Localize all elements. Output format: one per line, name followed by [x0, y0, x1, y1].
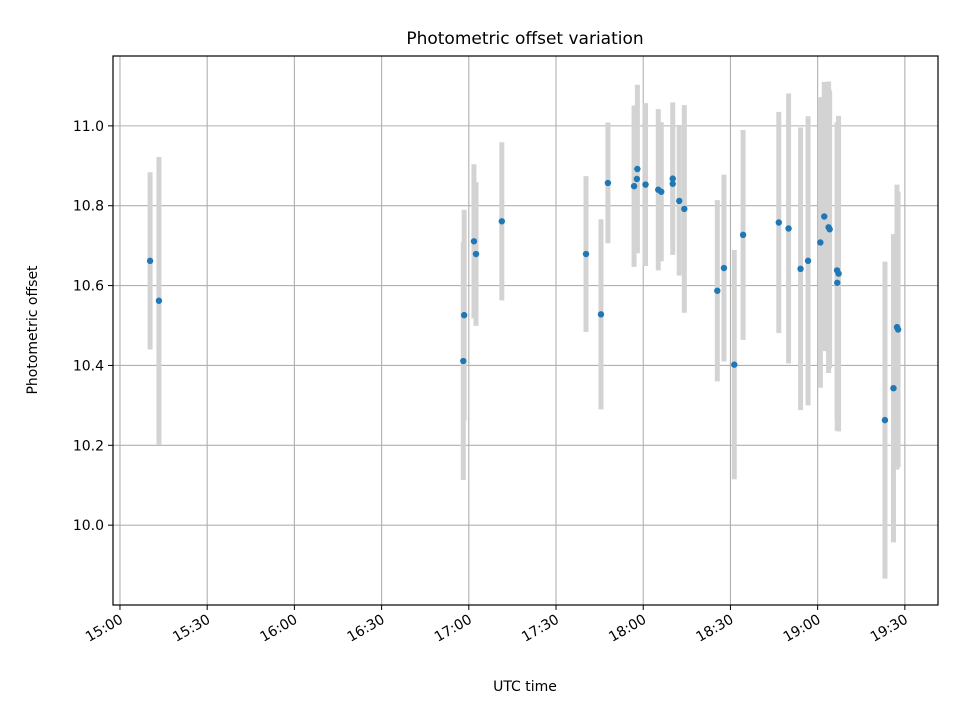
- data-point: [658, 188, 665, 195]
- data-point: [834, 279, 841, 286]
- data-point: [669, 180, 676, 187]
- data-point: [826, 226, 833, 233]
- data-point: [720, 264, 728, 272]
- data-point: [634, 165, 641, 173]
- data-point: [894, 326, 902, 333]
- data-point: [630, 182, 638, 190]
- y-tick-label: 10.8: [73, 199, 104, 215]
- data-point: [604, 179, 612, 187]
- data-point: [681, 205, 688, 213]
- data-point: [633, 175, 641, 183]
- data-points: [146, 165, 902, 424]
- data-point: [731, 361, 738, 368]
- data-point: [460, 357, 467, 365]
- data-point: [775, 219, 782, 226]
- data-point: [714, 287, 721, 294]
- data-point: [460, 311, 468, 319]
- y-tick-label: 10.4: [73, 358, 104, 374]
- y-tick-label: 10.2: [73, 438, 104, 454]
- x-axis-label: UTC time: [493, 679, 557, 695]
- data-point: [676, 197, 683, 205]
- y-tick-label: 11.0: [73, 119, 104, 135]
- data-point: [146, 257, 154, 265]
- y-tick-label: 10.6: [73, 279, 104, 295]
- data-point: [817, 239, 824, 246]
- y-tick-label: 10.0: [73, 518, 104, 534]
- data-point: [890, 384, 897, 392]
- data-point: [642, 181, 649, 188]
- y-axis-label: Photometric offset: [25, 265, 41, 395]
- data-point: [582, 250, 590, 258]
- chart-title: Photometric offset variation: [406, 29, 643, 49]
- data-point: [498, 218, 506, 225]
- data-point: [804, 257, 812, 265]
- data-point: [881, 416, 889, 424]
- data-point: [821, 213, 828, 220]
- data-point: [470, 238, 478, 245]
- data-point: [155, 297, 163, 304]
- data-point: [785, 225, 792, 232]
- plot-area-frame: [112, 55, 939, 606]
- data-point: [669, 175, 676, 182]
- data-point: [739, 231, 747, 239]
- data-point: [472, 250, 480, 258]
- data-point: [835, 270, 842, 277]
- data-point: [797, 265, 804, 273]
- data-point: [597, 311, 605, 318]
